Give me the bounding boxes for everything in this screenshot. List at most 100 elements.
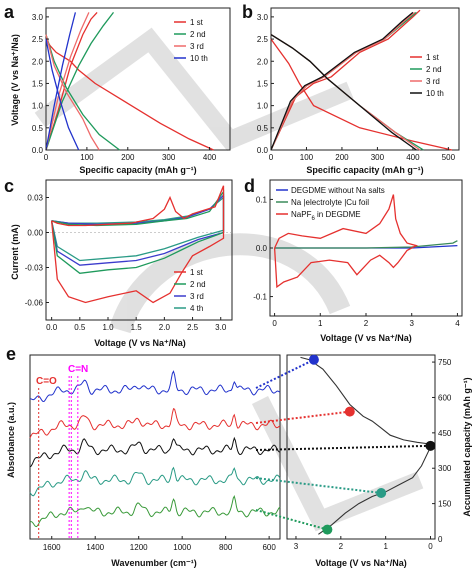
d-xtick-label: 1 (318, 319, 323, 328)
connector-blue (255, 358, 315, 389)
a-xtick-label: 0 (44, 153, 49, 162)
b-xtick-label: 100 (300, 153, 314, 162)
panel-c-yticks: 0.03 0.00 -0.03 -0.06 (25, 194, 49, 308)
b-xtick-label: 300 (371, 153, 385, 162)
panel-e-spectra (29, 370, 281, 539)
b-charge-0 (270, 9, 421, 151)
e2-marker-teal (376, 488, 387, 498)
legend-d-1: DEGDME without Na salts (291, 186, 385, 195)
panel-b-legend: 1 st 2 nd 3 rd 10 th (410, 53, 444, 98)
legend-a-10th: 10 th (190, 54, 208, 63)
e2-xtick-label: 1 (383, 542, 388, 551)
c-ytick-label: -0.03 (25, 264, 44, 273)
a-xtick-label: 100 (80, 153, 94, 162)
panel-label-d: d (244, 176, 255, 196)
d-xtick-label: 0 (272, 319, 277, 328)
c-ytick-label: -0.06 (25, 299, 44, 308)
legend-c-4th: 4 th (190, 304, 203, 313)
panel-a-ylabel: Voltage (V vs Na⁺/Na) (10, 34, 20, 126)
legend-c-3rd: 3 rd (190, 292, 204, 301)
e2-curve (300, 356, 432, 535)
panel-e2-curve (300, 354, 436, 535)
a-xtick-label: 300 (162, 153, 176, 162)
d-ytick-label: -0.1 (253, 293, 267, 302)
b-ytick-label: 1.5 (257, 79, 269, 88)
legend-b-1st: 1 st (426, 53, 440, 62)
b-ytick-label: 3.0 (257, 13, 269, 22)
e2-ytick-label: 600 (438, 393, 452, 402)
a-charge-1 (45, 12, 115, 151)
e-xtick-label: 1200 (130, 543, 148, 552)
panel-c-xlabel: Voltage (V vs Na⁺/Na) (94, 338, 186, 348)
a-ytick-label: 1.5 (32, 79, 44, 88)
panel-a-curves (45, 11, 214, 151)
panel-d: 0 1 2 3 4 0.1 0.0 -0.1 Voltage (V vs Na⁺/Na) D… (253, 179, 463, 343)
e2-ytick-label: 750 (438, 358, 452, 367)
d-xtick-label: 2 (364, 319, 369, 328)
panel-b-curves (270, 9, 453, 151)
d-ytick-label: 0.1 (256, 195, 268, 204)
panel-c-frame (45, 179, 233, 321)
e-spectrum-1 (29, 407, 281, 439)
panel-b-xticks: 0 100 200 300 400 500 (269, 147, 456, 162)
a-discharge-2 (45, 34, 100, 151)
panel-c-xticks: 0.0 0.5 1.0 1.5 2.0 2.5 3.0 (46, 317, 227, 332)
a-charge-2 (45, 12, 90, 151)
e-xtick-label: 800 (219, 543, 233, 552)
b-ytick-label: 0.5 (257, 124, 269, 133)
legend-b-10th: 10 th (426, 89, 444, 98)
legend-c-2nd: 2 nd (190, 280, 206, 289)
c-xtick-label: 0.0 (46, 323, 58, 332)
dotted-connectors (255, 358, 431, 531)
c-xtick-label: 3.0 (215, 323, 227, 332)
e-xtick-label: 1600 (43, 543, 61, 552)
a-ytick-label: 0.0 (32, 146, 44, 155)
e-xtick-label: 1000 (173, 543, 191, 552)
panel-label-b: b (242, 2, 253, 22)
b-ytick-label: 0.0 (257, 146, 269, 155)
e-xtick-label: 600 (262, 543, 276, 552)
connector-teal (255, 477, 382, 494)
panel-label-e: e (6, 344, 16, 364)
panel-e: 1600 1400 1200 1000 800 600 Wavenumber (cm⁻¹)… (6, 354, 281, 568)
e2-ytick-label: 0 (438, 535, 443, 544)
panel-c: 0.0 0.5 1.0 1.5 2.0 2.5 3.0 0.03 0.00 -0.03 -0.06… (10, 179, 233, 348)
d-ytick-label: 0.0 (256, 244, 268, 253)
e2-xtick-label: 3 (294, 542, 299, 551)
panel-a-xlabel: Specific capacity (mAh g⁻¹) (79, 165, 196, 175)
panel-e2-yticks: 750 600 450 300 150 0 (432, 358, 452, 544)
panel-d-xticks: 0 1 2 3 4 (272, 313, 460, 328)
c-cv-0 (50, 185, 225, 304)
a-xtick-label: 200 (121, 153, 135, 162)
panel-d-yticks: 0.1 0.0 -0.1 (253, 195, 273, 302)
panel-a-xticks: 0 100 200 300 400 (44, 147, 217, 162)
connector-green (255, 509, 328, 531)
a-charge-3 (45, 12, 77, 151)
panel-a-legend: 1 st 2 nd 3 rd 10 th (174, 18, 208, 63)
connector-black (255, 444, 431, 451)
panel-a: 0 100 200 300 400 0.0 0.5 1.0 1.5 2.0 2.5 3.0 Spec… (10, 7, 231, 175)
legend-a-2nd: 2 nd (190, 30, 206, 39)
b-charge-2 (270, 11, 416, 151)
panel-b-yticks: 0.0 0.5 1.0 1.5 2.0 2.5 3.0 (257, 13, 274, 155)
c-xtick-label: 0.5 (74, 323, 86, 332)
b-xtick-label: 400 (406, 153, 420, 162)
d-series-1 (274, 240, 458, 249)
b-discharge-3 (270, 34, 417, 151)
e-spectrum-4 (29, 494, 281, 528)
e-spectrum-3 (29, 466, 281, 497)
e-spectrum-0 (29, 370, 281, 403)
a-ytick-label: 0.5 (32, 124, 44, 133)
c-xtick-label: 2.0 (159, 323, 171, 332)
panel-d-curves (273, 194, 458, 289)
b-xtick-label: 200 (335, 153, 349, 162)
panel-c-legend: 1 st 2 nd 3 rd 4 th (174, 268, 206, 313)
a-ytick-label: 2.0 (32, 57, 44, 66)
panel-e-xlabel: Wavenumber (cm⁻¹) (111, 558, 196, 568)
a-ytick-label: 1.0 (32, 102, 44, 111)
b-ytick-label: 1.0 (257, 102, 269, 111)
panel-label-a: a (4, 2, 15, 22)
legend-a-1st: 1 st (190, 18, 204, 27)
d-series-2 (273, 194, 419, 289)
